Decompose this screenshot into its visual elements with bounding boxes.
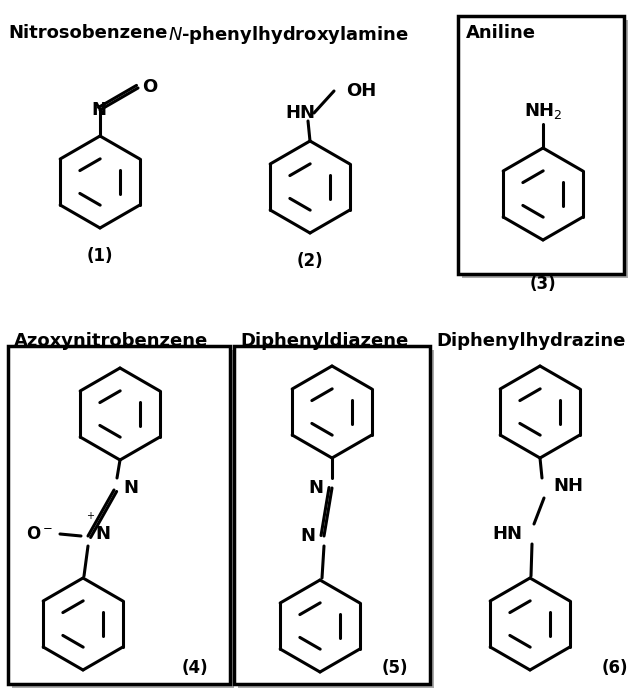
Text: N: N <box>123 479 139 497</box>
Bar <box>458 16 624 274</box>
Text: (1): (1) <box>86 247 113 265</box>
Text: (5): (5) <box>382 659 408 677</box>
Text: Azoxynitrobenzene: Azoxynitrobenzene <box>14 332 208 350</box>
Text: HN: HN <box>285 104 315 122</box>
Bar <box>8 346 230 684</box>
Text: (3): (3) <box>530 275 556 293</box>
Text: N: N <box>300 527 315 545</box>
Text: Diphenyldiazene: Diphenyldiazene <box>240 332 408 350</box>
Text: Aniline: Aniline <box>466 24 536 42</box>
Bar <box>12 350 234 688</box>
Text: N: N <box>308 479 324 497</box>
Text: N: N <box>95 525 111 543</box>
Text: NH: NH <box>553 477 583 495</box>
Bar <box>462 20 628 278</box>
Text: (6): (6) <box>602 659 628 677</box>
Bar <box>234 346 430 684</box>
Text: (4): (4) <box>182 659 209 677</box>
Text: OH: OH <box>346 82 376 100</box>
Bar <box>238 350 434 688</box>
Text: Diphenylhydrazine: Diphenylhydrazine <box>436 332 625 350</box>
Bar <box>458 16 624 274</box>
Text: (2): (2) <box>296 252 323 270</box>
Text: O: O <box>142 78 158 96</box>
Bar <box>234 346 430 684</box>
Text: $^+$: $^+$ <box>85 511 95 525</box>
Text: N: N <box>92 101 106 119</box>
Bar <box>8 346 230 684</box>
Text: NH$_2$: NH$_2$ <box>523 101 562 121</box>
Text: Nitrosobenzene: Nitrosobenzene <box>8 24 167 42</box>
Text: HN: HN <box>492 525 522 543</box>
Text: O$^-$: O$^-$ <box>27 525 53 543</box>
Text: $\mathit{N}$-phenylhydroxylamine: $\mathit{N}$-phenylhydroxylamine <box>168 24 409 46</box>
